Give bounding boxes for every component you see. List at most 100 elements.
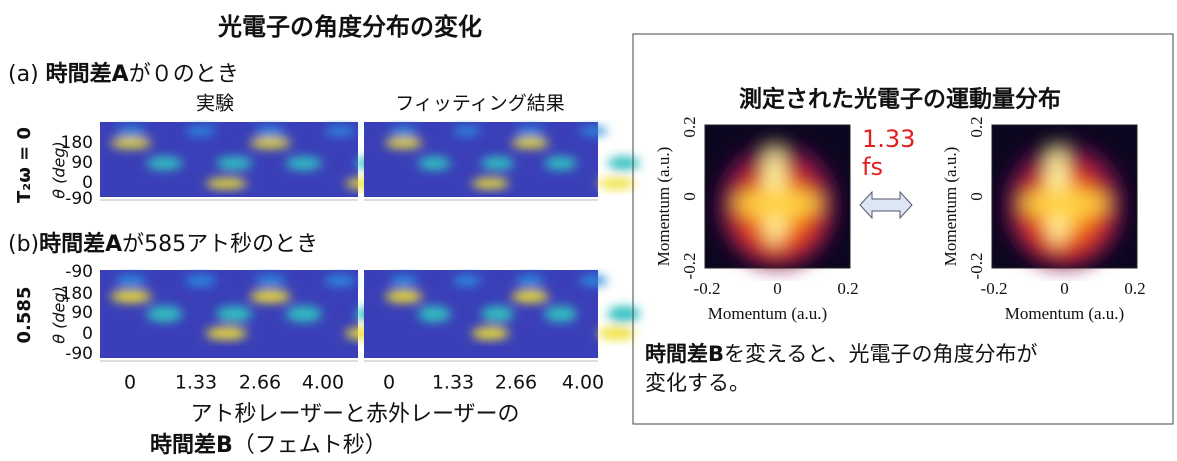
x-tick-label: 0 — [1060, 279, 1069, 298]
x-tick-label: -0.2 — [694, 279, 721, 298]
blob — [544, 306, 577, 322]
momentum-map — [1004, 139, 1126, 268]
blob — [216, 306, 252, 322]
blob — [216, 157, 252, 171]
blob — [472, 178, 509, 189]
blob — [418, 306, 451, 322]
blob — [390, 275, 418, 286]
blob — [579, 127, 607, 136]
blob — [115, 127, 146, 136]
y-tick-label: 180 — [61, 284, 93, 304]
blob — [255, 127, 286, 136]
column-label: フィッティング結果 — [395, 93, 564, 115]
y-tick-label: 0.2 — [680, 116, 699, 137]
y-tick-label: 0 — [82, 324, 93, 344]
blob — [453, 127, 481, 136]
blob — [324, 127, 355, 136]
y-tick-label: 90 — [71, 303, 93, 323]
x-tick-label: 4.00 — [562, 372, 604, 394]
x-tick-label: 0 — [124, 372, 136, 394]
blob — [598, 178, 635, 189]
double-arrow — [860, 192, 912, 218]
blob — [579, 275, 607, 286]
page: {"left":{"title":"光電子の角度分布の変化", "panel_a… — [0, 0, 1177, 461]
blob — [472, 327, 509, 339]
x-tick-label: 0 — [383, 372, 395, 394]
blob — [511, 290, 548, 302]
panel-b-label: (b)時間差Aが585アト秒のとき — [8, 231, 318, 257]
blob — [286, 306, 322, 322]
x-tick-label: -0.2 — [981, 279, 1008, 298]
delay-unit: fs — [862, 153, 883, 181]
blob — [453, 275, 481, 286]
y-label: Momentum (a.u.) — [654, 147, 673, 266]
blob — [206, 178, 247, 189]
y-tick-label: -90 — [65, 344, 93, 364]
y-tick-label: 180 — [61, 133, 93, 153]
x-tick-label: 4.00 — [302, 372, 344, 394]
y-tick-label: -90 — [65, 262, 93, 282]
blob — [324, 275, 355, 286]
blob — [607, 306, 640, 322]
y-tick-label: 0 — [967, 192, 986, 201]
blob — [390, 127, 418, 136]
x-tick-label: 1.33 — [175, 372, 217, 394]
blob — [115, 275, 146, 286]
blob — [734, 189, 821, 218]
delay: 1.33 — [862, 125, 915, 153]
heatmap — [364, 122, 640, 200]
x-title: アト秒レーザーと赤外レーザーの — [190, 402, 519, 427]
figure: 光電子の角度分布の変化 (a) 時間差Aが０のとき 実験 フィッティング結果 T… — [0, 0, 1177, 461]
blob — [516, 275, 544, 286]
blob — [516, 127, 544, 136]
blob — [418, 157, 451, 171]
panel-a-label: (a) 時間差Aが０のとき — [8, 61, 239, 87]
y-label: Momentum (a.u.) — [941, 147, 960, 266]
x-tick-label: 0.2 — [837, 279, 858, 298]
y-tick-label: -90 — [65, 189, 93, 209]
y-tick-label: 0 — [680, 192, 699, 201]
blob — [250, 290, 291, 302]
blob — [481, 157, 514, 171]
blob — [206, 327, 247, 339]
left-title: 光電子の角度分布の変化 — [217, 13, 482, 41]
x-tick-label: 1.33 — [432, 372, 474, 394]
blob — [110, 138, 151, 149]
caption: 変化する。 — [645, 371, 750, 395]
x-label: Momentum (a.u.) — [1005, 304, 1124, 323]
column-label: 実験 — [196, 93, 234, 115]
blob — [598, 327, 635, 339]
blob — [110, 290, 151, 302]
y-tick-label: 0.2 — [967, 116, 986, 137]
blob — [511, 138, 548, 149]
blob — [185, 127, 216, 136]
blob — [385, 290, 422, 302]
x-tick-label: 0.2 — [1124, 279, 1145, 298]
momentum-map — [717, 139, 839, 268]
row-label: 0.585 — [14, 287, 35, 344]
y-tick-label: -0.2 — [680, 253, 699, 280]
blob — [607, 157, 640, 171]
x-tick-label: 0 — [773, 279, 782, 298]
caption: 時間差Bを変えると、光電子の角度分布が — [645, 342, 1038, 366]
blob — [544, 157, 577, 171]
blob — [250, 138, 291, 149]
x-tick-label: 2.66 — [239, 372, 281, 394]
blob — [255, 275, 286, 286]
blob — [1021, 189, 1108, 218]
blob — [146, 157, 182, 171]
heatmap — [364, 270, 640, 361]
blob — [146, 306, 182, 322]
x-label: Momentum (a.u.) — [708, 304, 827, 323]
heatmap — [100, 122, 392, 200]
blob — [481, 306, 514, 322]
right-title: 測定された光電子の運動量分布 — [739, 86, 1061, 113]
blob — [385, 138, 422, 149]
x-tick-label: 2.66 — [495, 372, 537, 394]
x-title: 時間差B（フェムト秒） — [150, 432, 387, 458]
blob — [185, 275, 216, 286]
row-label: T₂ω = 0 — [14, 127, 35, 203]
blob — [286, 157, 322, 171]
y-tick-label: -0.2 — [967, 253, 986, 280]
heatmap — [100, 270, 392, 361]
